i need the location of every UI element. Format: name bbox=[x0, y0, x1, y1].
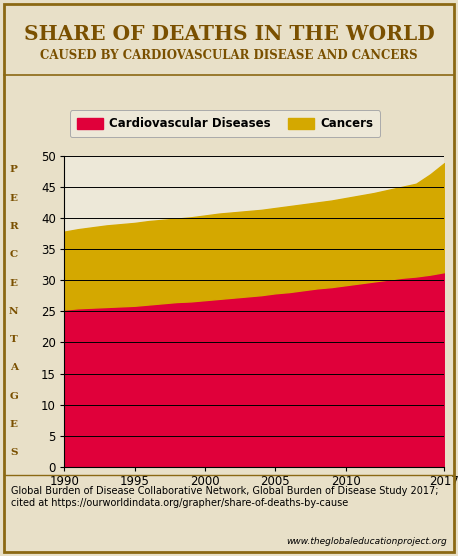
Text: E: E bbox=[10, 193, 18, 202]
Text: S: S bbox=[10, 448, 17, 458]
Text: Global Burden of Disease Collaborative Network, Global Burden of Disease Study 2: Global Burden of Disease Collaborative N… bbox=[11, 486, 439, 508]
Text: T: T bbox=[10, 335, 17, 344]
Text: A: A bbox=[10, 364, 18, 373]
Text: P: P bbox=[10, 165, 18, 175]
Text: www.theglobaleducationproject.org: www.theglobaleducationproject.org bbox=[286, 537, 447, 546]
Text: G: G bbox=[9, 392, 18, 401]
Text: R: R bbox=[9, 222, 18, 231]
Legend: Cardiovascular Diseases, Cancers: Cardiovascular Diseases, Cancers bbox=[70, 110, 380, 137]
Text: N: N bbox=[9, 307, 18, 316]
Text: SHARE OF DEATHS IN THE WORLD: SHARE OF DEATHS IN THE WORLD bbox=[24, 24, 434, 44]
Text: C: C bbox=[10, 250, 18, 259]
Text: CAUSED BY CARDIOVASCULAR DISEASE AND CANCERS: CAUSED BY CARDIOVASCULAR DISEASE AND CAN… bbox=[40, 49, 418, 62]
Text: E: E bbox=[10, 279, 18, 287]
Text: E: E bbox=[10, 420, 18, 429]
